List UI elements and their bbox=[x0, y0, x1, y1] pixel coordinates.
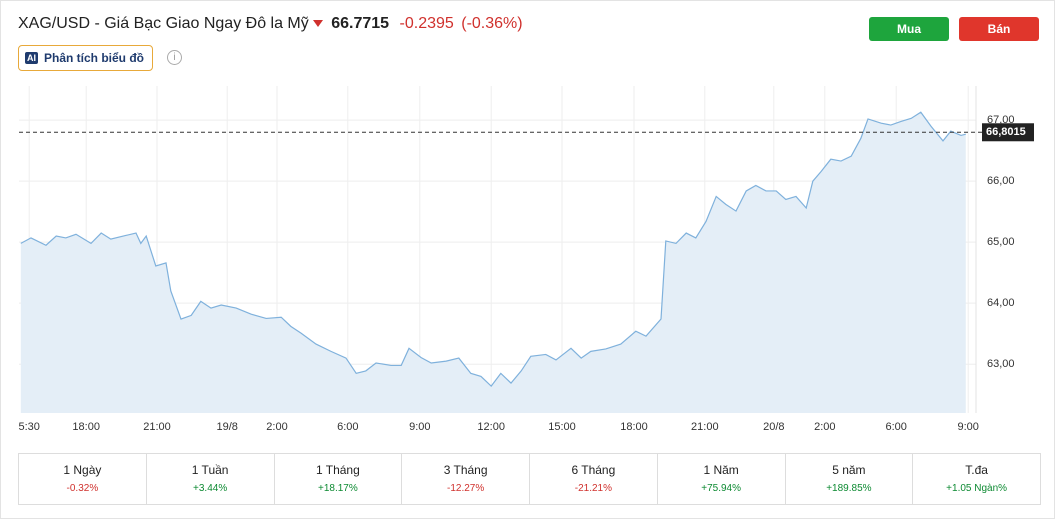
period-label: 6 Tháng bbox=[571, 463, 616, 477]
period-change: -12.27% bbox=[447, 483, 485, 494]
x-tick-label: 21:00 bbox=[143, 421, 171, 433]
x-tick-label: 2:00 bbox=[814, 421, 835, 433]
x-tick-label: 15:00 bbox=[548, 421, 576, 433]
period-label: 1 Ngày bbox=[63, 463, 102, 477]
area bbox=[20, 112, 966, 413]
analysis-label: Phân tích biểu đồ bbox=[44, 51, 145, 65]
period-cell[interactable]: T.đa +1.05 Ngàn% bbox=[913, 454, 1040, 504]
x-tick-label: 5:30 bbox=[18, 421, 39, 433]
period-cell[interactable]: 1 Tuần +3.44% bbox=[147, 454, 275, 504]
chart: Investing.com63,0064,0065,0066,0067,005:… bbox=[18, 86, 1034, 433]
x-tick-label: 21:00 bbox=[691, 421, 719, 433]
down-arrow bbox=[312, 20, 323, 27]
period-label: 3 Tháng bbox=[443, 463, 488, 477]
period-cell[interactable]: 1 Ngày -0.32% bbox=[19, 454, 147, 504]
x-tick-label: 2:00 bbox=[266, 421, 287, 433]
y-tick-label: 64,00 bbox=[987, 297, 1015, 309]
price-line bbox=[20, 111, 966, 388]
period-change: -0.32% bbox=[66, 483, 99, 494]
header: XAG/USD - Giá Bạc Giao Ngay Đô la Mỹ 66.… bbox=[18, 15, 523, 33]
period-change: -21.21% bbox=[574, 483, 612, 494]
analysis-button[interactable]: AI Phân tích biểu đồ bbox=[18, 45, 154, 71]
period-label: 1 Năm bbox=[703, 463, 739, 477]
y-tick-label: 63,00 bbox=[987, 358, 1015, 370]
period-cell[interactable]: 3 Tháng -12.27% bbox=[402, 454, 530, 504]
period-cell[interactable]: 1 Năm +75.94% bbox=[658, 454, 786, 504]
x-tick-label: 20/8 bbox=[763, 421, 784, 433]
period-change: +1.05 Ngàn% bbox=[946, 483, 1008, 494]
period-cell[interactable]: 5 năm +189.85% bbox=[786, 454, 914, 504]
y-tick-label: 66,00 bbox=[987, 175, 1015, 187]
period-label: 5 năm bbox=[832, 463, 866, 477]
instrument-title: XAG/USD - Giá Bạc Giao Ngay Đô la Mỹ bbox=[18, 15, 309, 32]
x-tick-label: 12:00 bbox=[477, 421, 505, 433]
period-label: 1 Tháng bbox=[315, 463, 360, 477]
x-tick-label: 6:00 bbox=[337, 421, 358, 433]
buy-button[interactable]: Mua bbox=[869, 17, 949, 41]
price: 66.7715 bbox=[331, 15, 390, 32]
period-cell[interactable]: 6 Tháng -21.21% bbox=[530, 454, 658, 504]
x-tick-label: 6:00 bbox=[885, 421, 906, 433]
ai-icon: AI bbox=[25, 52, 38, 64]
period-change: +18.17% bbox=[317, 483, 358, 494]
period-change: +3.44% bbox=[193, 483, 228, 494]
period-label: 1 Tuần bbox=[191, 463, 229, 477]
period-cell[interactable]: 1 Tháng +18.17% bbox=[275, 454, 403, 504]
change: -0.2395 bbox=[399, 15, 454, 32]
x-tick-label: 9:00 bbox=[409, 421, 430, 433]
current-price-label: 66,8015 bbox=[986, 126, 1026, 138]
info-icon[interactable]: i bbox=[167, 50, 182, 65]
x-tick-label: 18:00 bbox=[72, 421, 100, 433]
y-tick-label: 67,00 bbox=[987, 114, 1015, 126]
period-change: +75.94% bbox=[701, 483, 741, 494]
current-price-box bbox=[982, 123, 1034, 142]
x-tick-label: 19/8 bbox=[216, 421, 237, 433]
x-tick-label: 18:00 bbox=[620, 421, 648, 433]
period-performance: 1 Ngày -0.32% 1 Tuần +3.44% 1 Tháng +18.17% 3 … bbox=[18, 453, 1041, 505]
period-label: T.đa bbox=[965, 463, 988, 477]
y-tick-label: 65,00 bbox=[987, 236, 1015, 248]
period-change: +189.85% bbox=[826, 483, 872, 494]
sell-button[interactable]: Bán bbox=[959, 17, 1039, 41]
x-tick-label: 9:00 bbox=[957, 421, 978, 433]
change-percent: (-0.36%) bbox=[461, 15, 523, 32]
